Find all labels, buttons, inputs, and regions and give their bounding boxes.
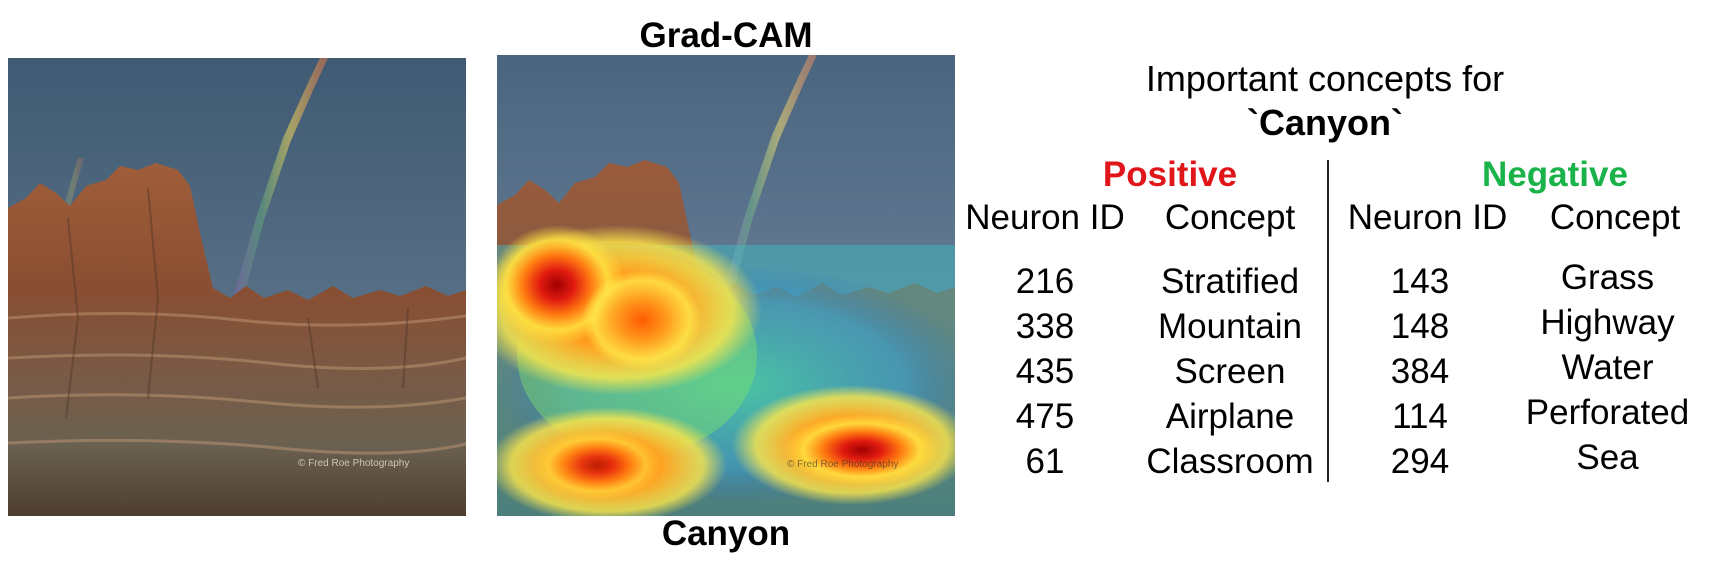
positive-concept: Stratified (1160, 262, 1300, 301)
positive-neuron-id: 216 (1015, 262, 1075, 301)
negative-neuron-id: 148 (1390, 307, 1450, 346)
positive-concept-header: Concept (1164, 198, 1296, 237)
gradcam-heatmap-photo: © Fred Roe Photography (497, 55, 955, 516)
negative-concept: Highway (1540, 303, 1675, 342)
negative-concept: Sea (1576, 438, 1639, 477)
negative-neuron-id-header: Neuron ID (1347, 198, 1508, 237)
positive-concept: Airplane (1165, 397, 1295, 436)
concepts-title-line: Important concepts for (1145, 58, 1505, 99)
positive-concept: Screen (1174, 352, 1286, 391)
gradcam-heatmap-graphic: © Fred Roe Photography (497, 55, 955, 516)
negative-concept: Perforated (1525, 393, 1690, 432)
positive-heading: Positive (1102, 155, 1238, 194)
predicted-class-caption: Canyon (661, 514, 791, 553)
canyon-photo-graphic: © Fred Roe Photography (8, 58, 466, 516)
negative-concept-header: Concept (1549, 198, 1681, 237)
positive-neuron-id: 338 (1015, 307, 1075, 346)
positive-neuron-id: 61 (1025, 442, 1065, 481)
photo-watermark: © Fred Roe Photography (298, 458, 409, 469)
negative-neuron-id: 114 (1392, 397, 1448, 436)
concepts-title: Important concepts for `Canyon` (1000, 57, 1650, 145)
negative-concept: Grass (1560, 258, 1655, 297)
positive-neuron-id: 475 (1015, 397, 1075, 436)
positive-neuron-id: 435 (1015, 352, 1075, 391)
negative-neuron-id: 143 (1390, 262, 1450, 301)
positive-concept: Mountain (1158, 307, 1302, 346)
positive-concept: Classroom (1146, 442, 1314, 481)
positive-neuron-id-header: Neuron ID (965, 198, 1125, 237)
negative-heading: Negative (1482, 155, 1628, 194)
concepts-title-class: `Canyon` (1247, 102, 1403, 143)
negative-neuron-id: 384 (1390, 352, 1450, 391)
negative-concept: Water (1561, 348, 1654, 387)
gradcam-title: Grad-CAM (639, 16, 813, 55)
negative-neuron-id: 294 (1390, 442, 1450, 481)
original-canyon-photo: © Fred Roe Photography (8, 58, 466, 516)
photo-watermark: © Fred Roe Photography (787, 459, 898, 470)
table-divider (1327, 160, 1329, 482)
